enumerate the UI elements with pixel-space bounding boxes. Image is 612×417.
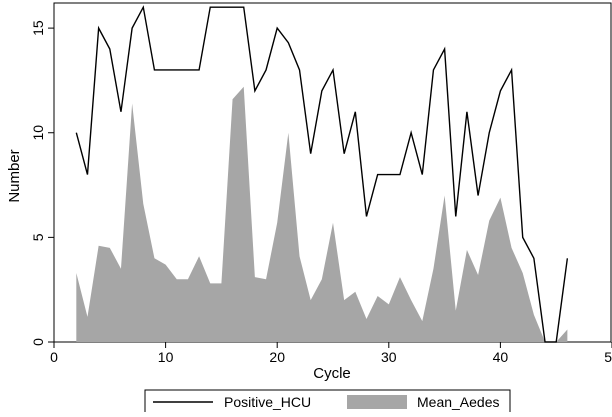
legend-label-mean-aedes: Mean_Aedes xyxy=(417,394,500,410)
area-series-layer xyxy=(76,86,568,342)
positive-hcu-line xyxy=(75,5,569,343)
mean-aedes-area xyxy=(76,86,568,342)
y-tick-label-5: 5 xyxy=(30,233,46,241)
x-axis-label: Cycle xyxy=(313,365,351,382)
y-tick-label-15: 15 xyxy=(30,20,46,36)
x-tick-label-0: 0 xyxy=(50,349,58,365)
x-tick-label-10: 10 xyxy=(158,349,174,365)
x-tick-label-40: 40 xyxy=(493,349,509,365)
line-series-layer xyxy=(75,5,569,343)
y-tick-label-0: 0 xyxy=(30,338,46,346)
x-tick-label-50: 50 xyxy=(604,349,612,365)
legend-label-positive-hcu: Positive_HCU xyxy=(224,394,311,410)
y-axis: 0 5 10 15 xyxy=(30,20,54,346)
y-axis-label: Number xyxy=(6,149,23,202)
x-tick-label-20: 20 xyxy=(269,349,285,365)
legend-key-mean-aedes xyxy=(347,395,407,409)
y-tick-label-10: 10 xyxy=(30,125,46,141)
legend: Positive_HCU Mean_Aedes xyxy=(144,389,511,417)
x-tick-label-30: 30 xyxy=(381,349,397,365)
x-axis: 0 10 20 30 40 50 xyxy=(50,342,612,365)
